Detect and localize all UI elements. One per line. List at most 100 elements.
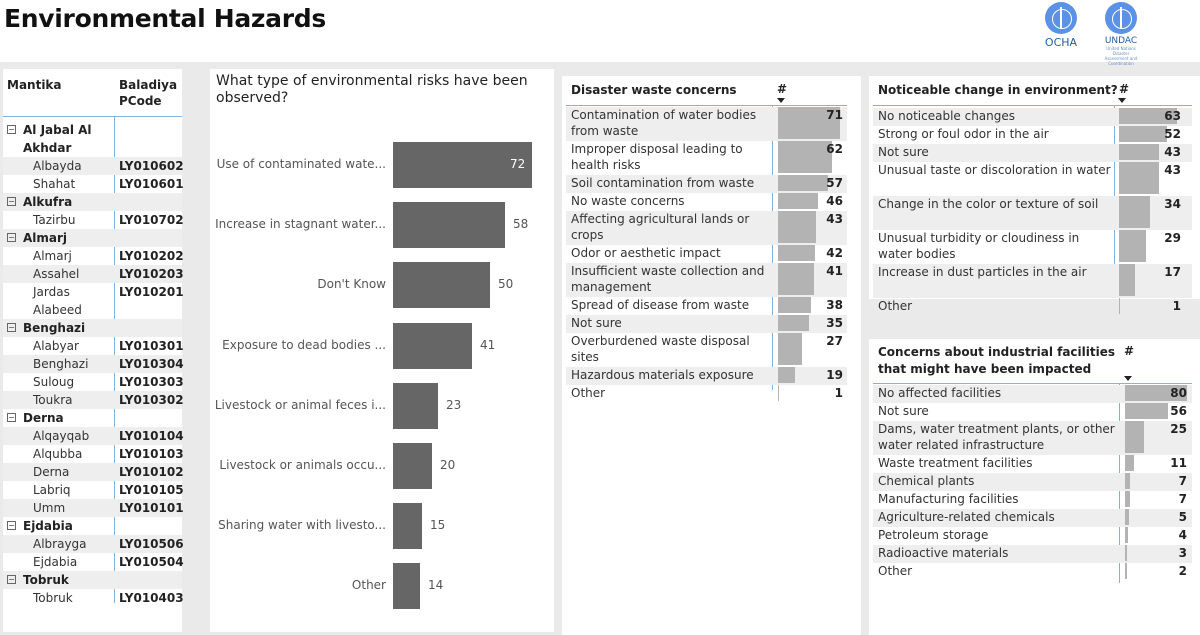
collapse-icon[interactable]: − bbox=[7, 233, 16, 242]
un-emblem-icon bbox=[1045, 2, 1077, 34]
environmental-risks-chart: What type of environmental risks have be… bbox=[210, 69, 554, 632]
table-group-row[interactable]: − Benghazi bbox=[3, 319, 182, 337]
industrial-row[interactable]: Dams, water treatment plants, or other w… bbox=[873, 421, 1192, 455]
waste-row[interactable]: Affecting agricultural lands or crops 43 bbox=[566, 211, 847, 245]
waste-row-bar bbox=[778, 193, 818, 209]
table-row[interactable]: Alqubba LY010103 bbox=[3, 445, 184, 463]
industrial-count-header[interactable]: # bbox=[1124, 344, 1135, 358]
industrial-row[interactable]: Waste treatment facilities 11 bbox=[873, 455, 1192, 473]
table-row[interactable]: Benghazi LY010304 bbox=[3, 355, 184, 373]
waste-row[interactable]: Other 1 bbox=[566, 385, 847, 403]
table-row[interactable]: Tobruk LY010403 bbox=[3, 589, 184, 607]
industrial-row[interactable]: No affected facilities 80 bbox=[873, 385, 1192, 403]
sort-desc-icon[interactable] bbox=[1124, 376, 1132, 381]
baladiya-pcode: LY010104 bbox=[119, 429, 184, 443]
bar[interactable] bbox=[393, 262, 490, 309]
change-row[interactable]: Unusual turbidity or cloudiness in water… bbox=[873, 230, 1192, 264]
industrial-row-value: 56 bbox=[1170, 404, 1187, 418]
change-row[interactable]: Strong or foul odor in the air 52 bbox=[873, 126, 1192, 144]
industrial-row[interactable]: Radioactive materials 3 bbox=[873, 545, 1192, 563]
waste-count-header[interactable]: # bbox=[777, 82, 788, 96]
industrial-row-value: 80 bbox=[1170, 386, 1187, 400]
waste-row-bar bbox=[778, 175, 828, 191]
collapse-icon[interactable]: − bbox=[7, 323, 16, 332]
change-row[interactable]: Increase in dust particles in the air 17 bbox=[873, 264, 1192, 298]
table-group-row[interactable]: − Derna bbox=[3, 409, 182, 427]
table-row[interactable]: Tazirbu LY010702 bbox=[3, 211, 184, 229]
change-count-header[interactable]: # bbox=[1119, 82, 1130, 96]
waste-row[interactable]: Spread of disease from waste 38 bbox=[566, 297, 847, 315]
industrial-row[interactable]: Other 2 bbox=[873, 563, 1192, 581]
table-row[interactable]: Shahat LY010601 bbox=[3, 175, 184, 193]
waste-row[interactable]: Improper disposal leading to health risk… bbox=[566, 141, 847, 175]
waste-row[interactable]: Insufficient waste collection and manage… bbox=[566, 263, 847, 297]
bar[interactable] bbox=[393, 382, 438, 429]
table-row[interactable]: Umm LY010101 bbox=[3, 499, 184, 517]
table-group-row[interactable]: − Almarj bbox=[3, 229, 182, 247]
collapse-icon[interactable]: − bbox=[7, 575, 16, 584]
table-row[interactable]: Almarj LY010202 bbox=[3, 247, 184, 265]
table-row[interactable]: Jardas Alabeed LY010201 bbox=[3, 283, 184, 319]
bar[interactable] bbox=[393, 503, 422, 550]
industrial-row-label: Dams, water treatment plants, or other w… bbox=[878, 422, 1115, 452]
table-group-row[interactable]: − Tobruk bbox=[3, 571, 182, 589]
change-row[interactable]: Not sure 43 bbox=[873, 144, 1192, 162]
table-row[interactable]: Albayda LY010602 bbox=[3, 157, 184, 175]
change-row-label: No noticeable changes bbox=[878, 109, 1016, 123]
industrial-row[interactable]: Petroleum storage 4 bbox=[873, 527, 1192, 545]
waste-row[interactable]: Overburdened waste disposal sites 27 bbox=[566, 333, 847, 367]
bar-label: Other bbox=[351, 578, 386, 593]
table-row[interactable]: Alabyar LY010301 bbox=[3, 337, 184, 355]
change-row[interactable]: No noticeable changes 63 bbox=[873, 108, 1192, 126]
change-row-label: Other bbox=[878, 299, 913, 313]
waste-row[interactable]: Odor or aesthetic impact 42 bbox=[566, 245, 847, 263]
waste-row[interactable]: Not sure 35 bbox=[566, 315, 847, 333]
change-row[interactable]: Unusual taste or discoloration in water 4… bbox=[873, 162, 1192, 196]
bar[interactable] bbox=[393, 563, 420, 610]
industrial-row[interactable]: Agriculture-related chemicals 5 bbox=[873, 509, 1192, 527]
industrial-row-label: Manufacturing facilities bbox=[878, 492, 1019, 506]
change-row-value: 34 bbox=[1164, 197, 1181, 211]
collapse-icon[interactable]: − bbox=[7, 521, 16, 530]
table-row[interactable]: Alqayqab LY010104 bbox=[3, 427, 184, 445]
column-header-mantika[interactable]: Mantika bbox=[7, 78, 62, 92]
bar[interactable] bbox=[393, 142, 532, 188]
column-header-pcode[interactable]: Baladiya PCode bbox=[119, 78, 178, 108]
bar[interactable] bbox=[393, 322, 472, 369]
baladiya-name: Suloug bbox=[33, 375, 75, 389]
collapse-icon[interactable]: − bbox=[7, 413, 16, 422]
collapse-icon[interactable]: − bbox=[7, 125, 16, 134]
chart-title: What type of environmental risks have be… bbox=[216, 73, 528, 106]
industrial-row-bar bbox=[1125, 491, 1130, 507]
industrial-row[interactable]: Not sure 56 bbox=[873, 403, 1192, 421]
baladiya-pcode: LY010202 bbox=[119, 249, 184, 263]
baladiya-pcode: LY010301 bbox=[119, 339, 184, 353]
waste-row[interactable]: Contamination of water bodies from waste… bbox=[566, 107, 847, 141]
sort-desc-icon[interactable] bbox=[1118, 98, 1126, 103]
table-row[interactable]: Derna LY010102 bbox=[3, 463, 184, 481]
change-row[interactable]: Other 1 bbox=[873, 298, 1192, 316]
change-row[interactable]: Change in the color or texture of soil 34 bbox=[873, 196, 1192, 230]
industrial-row-label: Not sure bbox=[878, 404, 929, 418]
table-group-row[interactable]: − Alkufra bbox=[3, 193, 182, 211]
bar[interactable] bbox=[393, 443, 432, 489]
bar[interactable] bbox=[393, 202, 505, 249]
waste-row[interactable]: No waste concerns 46 bbox=[566, 193, 847, 211]
collapse-icon[interactable]: − bbox=[7, 197, 16, 206]
baladiya-name: Almarj bbox=[33, 249, 72, 263]
waste-row[interactable]: Hazardous materials exposure 19 bbox=[566, 367, 847, 385]
table-row[interactable]: Albrayga LY010506 bbox=[3, 535, 184, 553]
table-row[interactable]: Suloug LY010303 bbox=[3, 373, 184, 391]
bar-value: 58 bbox=[513, 217, 529, 232]
table-row[interactable]: Ejdabia LY010504 bbox=[3, 553, 184, 571]
table-row[interactable]: Toukra LY010302 bbox=[3, 391, 184, 409]
table-group-row[interactable]: − Al Jabal Al Akhdar bbox=[3, 121, 182, 157]
baladiya-pcode: LY010504 bbox=[119, 555, 184, 569]
sort-desc-icon[interactable] bbox=[777, 98, 785, 103]
table-row[interactable]: Labriq LY010105 bbox=[3, 481, 184, 499]
table-row[interactable]: Assahel LY010203 bbox=[3, 265, 184, 283]
table-group-row[interactable]: − Ejdabia bbox=[3, 517, 182, 535]
industrial-row[interactable]: Chemical plants 7 bbox=[873, 473, 1192, 491]
waste-row[interactable]: Soil contamination from waste 57 bbox=[566, 175, 847, 193]
industrial-row[interactable]: Manufacturing facilities 7 bbox=[873, 491, 1192, 509]
